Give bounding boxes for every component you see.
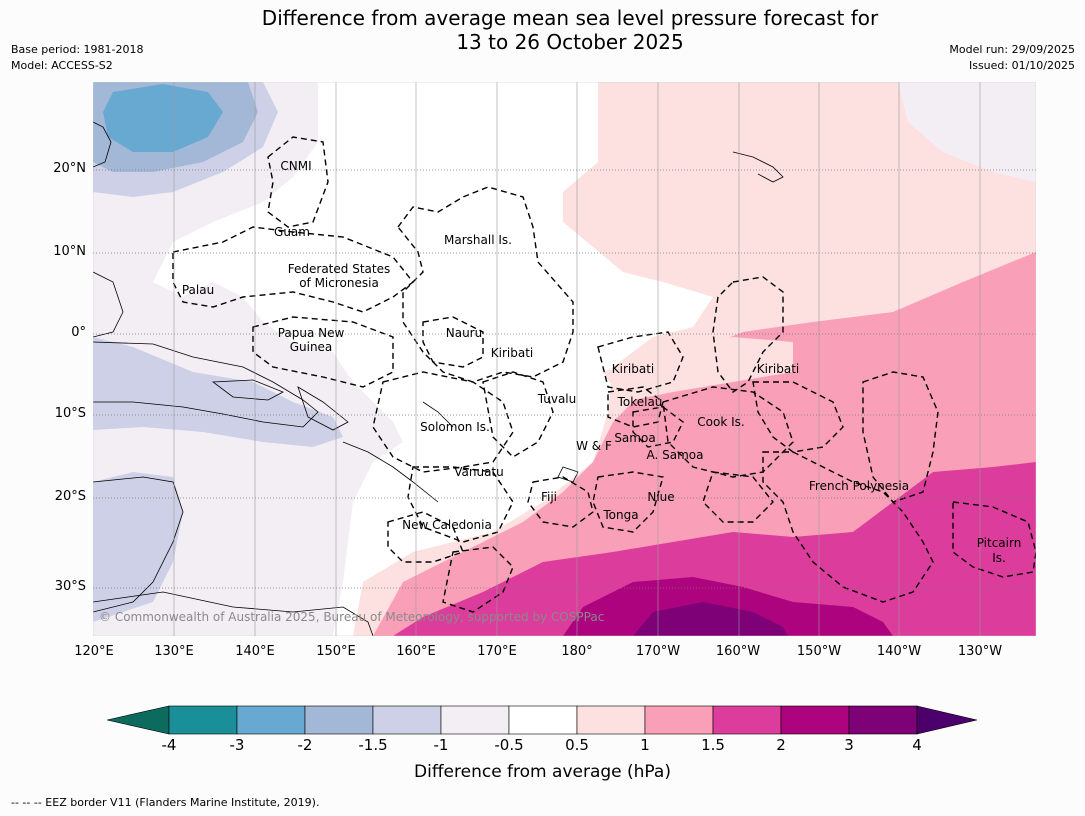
colorbar-tick-label: 2 <box>776 736 786 754</box>
y-tick-10s: 10°S <box>54 406 86 421</box>
colorbar-segment <box>236 705 306 735</box>
label-fsm-line1: Federated States <box>288 262 390 276</box>
label-niue: Niue <box>647 490 674 504</box>
colorbar-tick-label: 1 <box>640 736 650 754</box>
map-title: Difference from average mean sea level p… <box>0 6 1085 54</box>
x-tick-170w: 170°W <box>635 644 681 659</box>
anomaly-pos1-sliver <box>603 337 793 402</box>
label-samoa: Samoa <box>614 431 655 445</box>
y-tick-0: 0° <box>71 325 86 340</box>
colorbar-segment <box>780 705 850 735</box>
y-tick-10n: 10°N <box>53 244 86 259</box>
x-tick-150w: 150°W <box>796 644 842 659</box>
meta-left: Base period: 1981-2018 Model: ACCESS-S2 <box>11 42 143 74</box>
x-tick-120e: 120°E <box>74 644 114 659</box>
label-kiribati-central: Kiribati <box>612 362 654 376</box>
colorbar-tick-label: 1.5 <box>701 736 725 754</box>
x-tick-160e: 160°E <box>396 644 436 659</box>
label-solomon: Solomon Is. <box>420 420 490 434</box>
x-tick-140w: 140°W <box>876 644 922 659</box>
label-new-caledonia: New Caledonia <box>402 518 492 532</box>
colorbar-tick-label: -4 <box>161 736 177 754</box>
pressure-anomaly-map: CNMI Guam Marshall Is. Federated States … <box>93 82 1036 636</box>
anomaly-neg1-png <box>93 337 343 447</box>
label-nauru: Nauru <box>446 326 482 340</box>
label-palau: Palau <box>182 283 214 297</box>
colorbar-tick-label: -2 <box>297 736 313 754</box>
eez-footnote: -- -- -- EEZ border V11 (Flanders Marine… <box>11 796 320 809</box>
colorbar-extend-low <box>106 705 170 735</box>
colorbar-segment <box>576 705 646 735</box>
label-pitcairn-line2: Is. <box>992 551 1006 565</box>
y-tick-20n: 20°N <box>53 161 86 176</box>
x-tick-150e: 150°E <box>316 644 356 659</box>
title-line-2: 13 to 26 October 2025 <box>456 30 684 54</box>
label-guam: Guam <box>274 225 310 239</box>
title-line-1: Difference from average mean sea level p… <box>261 6 879 30</box>
model-name: Model: ACCESS-S2 <box>11 59 113 72</box>
label-american-samoa: A. Samoa <box>647 448 704 462</box>
x-tick-170e: 170°E <box>477 644 517 659</box>
y-tick-20s: 20°S <box>54 489 86 504</box>
colorbar-segment <box>644 705 714 735</box>
label-tonga: Tonga <box>602 508 638 522</box>
colorbar-tick-label: -3 <box>229 736 245 754</box>
label-cnmi: CNMI <box>280 159 311 173</box>
x-tick-160w: 160°W <box>715 644 761 659</box>
x-tick-140e: 140°E <box>235 644 275 659</box>
anomaly-neg2-north <box>103 84 223 152</box>
x-tick-130w: 130°W <box>957 644 1003 659</box>
colorbar-tick-label: 4 <box>912 736 922 754</box>
meta-right: Model run: 29/09/2025 Issued: 01/10/2025 <box>949 42 1075 74</box>
label-wallis-futuna: W & F <box>576 439 612 453</box>
eez-borders <box>172 136 1036 613</box>
lat-lines <box>93 169 1036 589</box>
label-png-line2: Guinea <box>290 340 333 354</box>
issued-date: Issued: 01/10/2025 <box>968 59 1075 72</box>
label-marshall: Marshall Is. <box>444 233 512 247</box>
colorbar-tick-label: -1 <box>433 736 449 754</box>
label-tokelau: Tokelau <box>617 395 663 409</box>
label-cook: Cook Is. <box>697 415 744 429</box>
x-tick-130e: 130°E <box>154 644 194 659</box>
colorbar-segment <box>508 705 578 735</box>
label-vanuatu: Vanuatu <box>454 465 504 479</box>
anomaly-neg05-northeast <box>898 82 1036 182</box>
model-run: Model run: 29/09/2025 <box>949 43 1075 56</box>
label-kiribati-west: Kiribati <box>491 346 533 360</box>
y-tick-30s: 30°S <box>54 579 86 594</box>
base-period: Base period: 1981-2018 <box>11 43 144 56</box>
colorbar <box>106 705 978 735</box>
label-tuvalu: Tuvalu <box>537 392 577 406</box>
x-tick-180: 180° <box>561 644 593 659</box>
colorbar-extend-high <box>916 705 978 735</box>
colorbar-tick-label: 0.5 <box>565 736 589 754</box>
label-fiji: Fiji <box>541 490 557 504</box>
label-fsm-line2: of Micronesia <box>299 276 379 290</box>
coastlines <box>93 121 784 636</box>
colorbar-segment <box>168 705 238 735</box>
copyright-notice: © Commonwealth of Australia 2025, Bureau… <box>99 610 604 624</box>
colorbar-tick-label: -1.5 <box>358 736 388 754</box>
colorbar-segment <box>440 705 510 735</box>
anomaly-pos3 <box>633 602 788 636</box>
colorbar-segment <box>304 705 374 735</box>
colorbar-segment <box>712 705 782 735</box>
label-french-polynesia: French Polynesia <box>809 479 909 493</box>
label-kiribati-east: Kiribati <box>757 362 799 376</box>
anomaly-pos15 <box>393 462 1036 636</box>
anomaly-neg1-australia <box>93 472 183 622</box>
colorbar-segment <box>848 705 918 735</box>
colorbar-segment <box>372 705 442 735</box>
colorbar-tick-label: -0.5 <box>494 736 524 754</box>
graticule <box>173 82 981 636</box>
colorbar-title: Difference from average (hPa) <box>414 762 671 782</box>
colorbar-tick-label: 3 <box>844 736 854 754</box>
label-pitcairn-line1: Pitcairn <box>977 536 1022 550</box>
label-png-line1: Papua New <box>278 326 345 340</box>
